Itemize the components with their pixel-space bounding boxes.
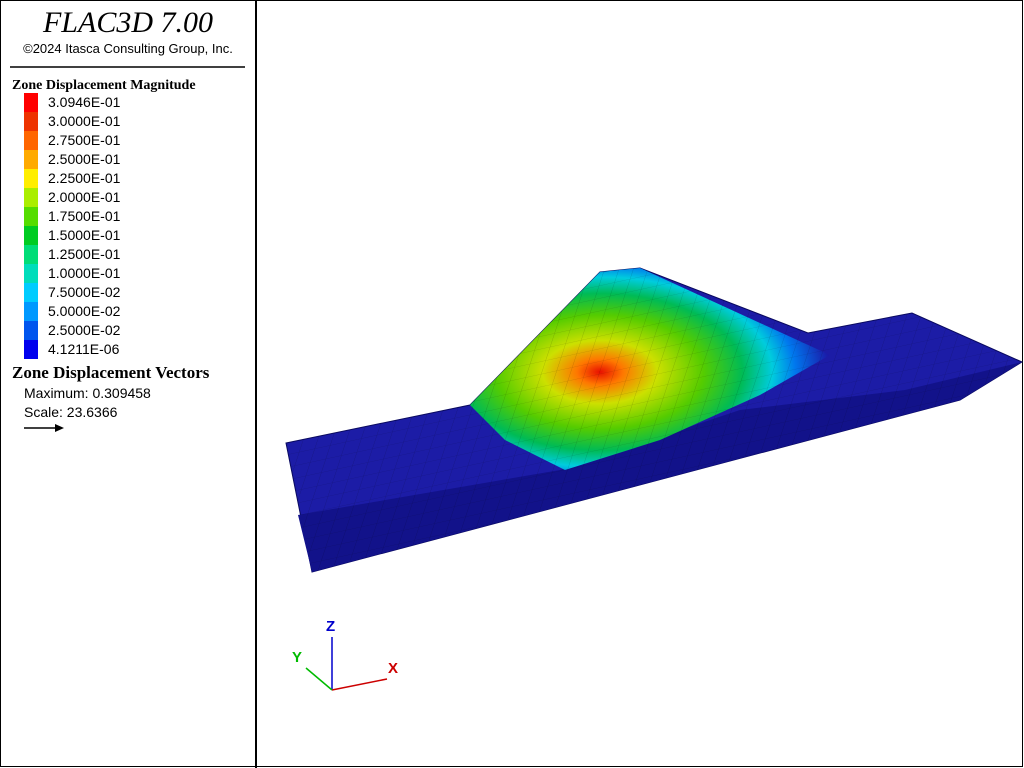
legend-swatch: [24, 207, 38, 226]
legend-label: 2.2500E-01: [48, 170, 121, 186]
axis-x: X: [388, 660, 398, 677]
legend-label: 5.0000E-02: [48, 303, 121, 319]
legend-label: 1.2500E-01: [48, 246, 121, 262]
legend-label: 3.0946E-01: [48, 94, 121, 110]
legend-swatch: [24, 226, 38, 245]
vectors-scale: Scale: 23.6366: [24, 404, 118, 420]
legend-label: 2.5000E-01: [48, 151, 121, 167]
legend-swatch: [24, 321, 38, 340]
legend-label: 2.0000E-01: [48, 189, 121, 205]
axis-triad: Z X Y: [292, 618, 398, 691]
legend-label: 1.7500E-01: [48, 208, 121, 224]
legend-label: 3.0000E-01: [48, 113, 121, 129]
legend-swatch: [24, 340, 38, 359]
legend-swatch: [24, 131, 38, 150]
legend-label: 1.5000E-01: [48, 227, 121, 243]
vectors-title: Zone Displacement Vectors: [12, 363, 210, 382]
legend-swatch: [24, 302, 38, 321]
legend-swatch: [24, 245, 38, 264]
legend-swatch: [24, 93, 38, 112]
legend-swatch: [24, 188, 38, 207]
legend-swatch: [24, 283, 38, 302]
model: [285, 267, 1024, 573]
legend-title: Zone Displacement Magnitude: [12, 78, 196, 93]
legend-swatch: [24, 264, 38, 283]
legend: 3.0946E-01 3.0000E-01 2.7500E-01 2.5000E-01…: [24, 93, 121, 359]
legend-swatch: [24, 150, 38, 169]
legend-label: 2.5000E-02: [48, 322, 121, 338]
contour-mesh: [470, 268, 830, 470]
copyright: ©2024 Itasca Consulting Group, Inc.: [23, 41, 233, 56]
axis-z: Z: [326, 618, 335, 635]
axis-y: Y: [292, 649, 302, 666]
legend-label: 2.7500E-01: [48, 132, 121, 148]
vectors-maximum: Maximum: 0.309458: [24, 385, 151, 401]
legend-label: 4.1211E-06: [48, 341, 120, 357]
app-title: FLAC3D 7.00: [42, 6, 213, 39]
scale-arrow: [24, 424, 64, 432]
legend-swatch: [24, 169, 38, 188]
legend-label: 7.5000E-02: [48, 284, 121, 300]
legend-label: 1.0000E-01: [48, 265, 121, 281]
legend-swatch: [24, 112, 38, 131]
